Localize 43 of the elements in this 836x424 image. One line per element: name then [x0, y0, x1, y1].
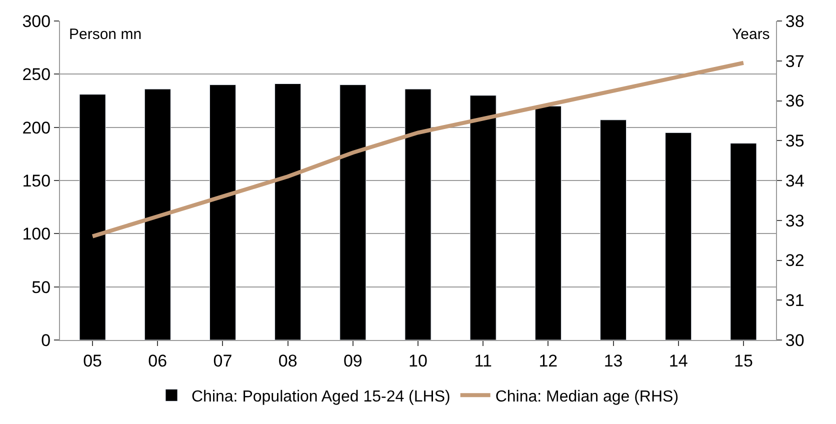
x-tick-label: 09: [343, 351, 362, 370]
x-tick-label: 10: [408, 351, 428, 370]
y2-tick-label: 32: [785, 251, 804, 270]
line-series: [90, 60, 746, 238]
y-tick-label: 50: [32, 278, 51, 297]
x-tick-label: 06: [148, 351, 168, 370]
bar: [730, 143, 757, 340]
bar: [209, 84, 236, 340]
y-tick-label: 0: [41, 330, 51, 350]
y-tick-label: 100: [22, 224, 51, 244]
y2-tick-label: 31: [785, 291, 804, 310]
y-tick-label: 300: [22, 12, 51, 31]
bar: [534, 106, 562, 340]
x-tick-label: 07: [213, 351, 232, 370]
x-tick-label: 14: [668, 351, 688, 370]
y-tick-label: 250: [22, 65, 51, 84]
y2-tick-label: 37: [785, 52, 804, 71]
y2-tick-label: 33: [785, 211, 804, 230]
y-axis-title: Person mn: [69, 26, 142, 43]
y2-tick-label: 34: [785, 171, 804, 190]
bar: [600, 120, 627, 340]
bar: [404, 88, 432, 340]
x-tick-label: 05: [83, 351, 102, 370]
bar: [470, 95, 496, 340]
y-tick-label: 200: [22, 118, 51, 138]
bar: [144, 88, 171, 340]
x-tick-label: 15: [734, 351, 753, 370]
bar: [665, 132, 692, 340]
y2-axis-title: Years: [732, 26, 770, 43]
x-tick-label: 08: [278, 351, 298, 370]
y2-tick-label: 36: [785, 92, 804, 111]
legend-label: China: Population Aged 15-24 (LHS): [192, 388, 450, 406]
y-tick-label: 150: [22, 171, 51, 190]
bar: [79, 94, 106, 340]
x-tick-label: 12: [538, 351, 558, 370]
y2-tick-label: 30: [785, 330, 804, 350]
x-tick-label: 13: [604, 351, 623, 370]
bar: [274, 83, 302, 340]
y2-tick-label: 35: [785, 132, 804, 151]
legend-label: China: Median age (RHS): [495, 388, 679, 406]
y2-tick-label: 38: [785, 12, 804, 31]
bar: [340, 84, 366, 340]
x-tick-label: 11: [474, 351, 492, 370]
